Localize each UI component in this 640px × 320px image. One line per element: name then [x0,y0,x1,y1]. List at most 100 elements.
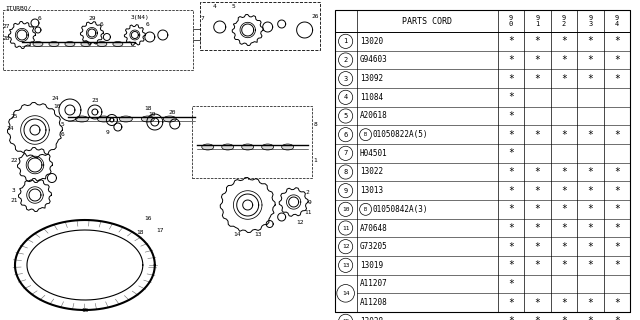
Text: *: * [614,316,620,320]
Ellipse shape [113,42,123,46]
Text: *: * [561,298,567,308]
Bar [192,106,312,178]
Text: 15: 15 [81,308,89,313]
Text: 13022: 13022 [360,167,383,177]
Text: *: * [508,92,514,102]
Text: G73205: G73205 [360,242,387,251]
Text: *: * [508,148,514,158]
Text: 19: 19 [148,113,156,117]
Ellipse shape [202,144,214,150]
Text: 6: 6 [344,132,348,138]
Text: *: * [588,242,593,252]
Text: *: * [534,186,540,196]
Text: *: * [588,316,593,320]
Text: 17: 17 [156,228,164,233]
Text: *: * [588,36,593,46]
Text: 8: 8 [344,169,348,175]
Text: *: * [561,204,567,214]
Text: 1: 1 [344,38,348,44]
Text: *: * [534,74,540,84]
Text: *: * [534,204,540,214]
Text: *: * [508,223,514,233]
Text: *: * [508,279,514,289]
Text: *: * [588,260,593,270]
Text: *: * [561,260,567,270]
Text: *: * [534,316,540,320]
Text: *: * [508,186,514,196]
Ellipse shape [81,42,91,46]
Text: 28: 28 [3,36,10,41]
Text: 6: 6 [38,17,42,21]
Text: *: * [588,74,593,84]
Text: 9: 9 [308,199,312,204]
Text: *: * [508,130,514,140]
Ellipse shape [76,116,88,122]
Text: *: * [508,316,514,320]
Text: 13: 13 [254,231,261,236]
Text: 10: 10 [342,207,349,212]
Text: *: * [561,36,567,46]
Text: *: * [508,260,514,270]
Text: *: * [588,298,593,308]
Text: 7: 7 [344,150,348,156]
Text: A11207: A11207 [360,279,387,289]
Text: 18: 18 [136,230,143,236]
Text: 01050842A(3): 01050842A(3) [372,205,428,214]
Text: *: * [614,130,620,140]
Text: *: * [614,260,620,270]
Text: *: * [614,298,620,308]
Text: 6: 6 [100,22,104,28]
Text: 14: 14 [6,125,13,131]
Text: *: * [561,55,567,65]
Text: *: * [508,55,514,65]
Text: 27: 27 [3,23,10,28]
Text: 15: 15 [342,319,349,320]
Text: *: * [534,167,540,177]
Text: B: B [364,207,367,212]
Text: A20618: A20618 [360,111,387,121]
Text: 5: 5 [344,113,348,119]
Text: 13013: 13013 [360,186,383,195]
Text: *: * [614,167,620,177]
Ellipse shape [262,144,274,150]
Text: *: * [588,55,593,65]
Text: *: * [588,223,593,233]
Text: 8: 8 [314,122,317,126]
Text: 29: 29 [88,17,95,21]
Text: *: * [561,74,567,84]
Text: 2: 2 [344,57,348,63]
Text: 3: 3 [12,188,16,193]
Text: *: * [534,298,540,308]
Text: 6: 6 [61,132,65,137]
Text: *: * [561,316,567,320]
Text: 9
2: 9 2 [562,15,566,27]
Ellipse shape [97,116,110,122]
Text: 9
3: 9 3 [588,15,593,27]
Text: *: * [614,55,620,65]
Ellipse shape [163,116,176,122]
Ellipse shape [221,144,234,150]
Text: *: * [614,242,620,252]
Text: 24: 24 [51,95,59,100]
Text: 1: 1 [314,157,317,163]
Text: 9: 9 [344,188,348,194]
Text: 01050822A(5): 01050822A(5) [372,130,428,139]
Text: A11208: A11208 [360,298,387,307]
Text: *: * [508,242,514,252]
Bar [3,10,193,70]
Text: 3: 3 [344,76,348,82]
Text: G94603: G94603 [360,55,387,65]
Text: 9
0: 9 0 [509,15,513,27]
Text: *: * [588,204,593,214]
Text: *: * [588,130,593,140]
Text: 11: 11 [342,226,349,230]
Text: 12: 12 [296,220,303,225]
Text: *: * [588,167,593,177]
Text: B: B [364,132,367,137]
Ellipse shape [282,144,294,150]
Text: 5: 5 [232,4,236,9]
Text: A70648: A70648 [360,223,387,233]
Text: *: * [534,55,540,65]
Text: *: * [614,204,620,214]
Text: *: * [561,130,567,140]
